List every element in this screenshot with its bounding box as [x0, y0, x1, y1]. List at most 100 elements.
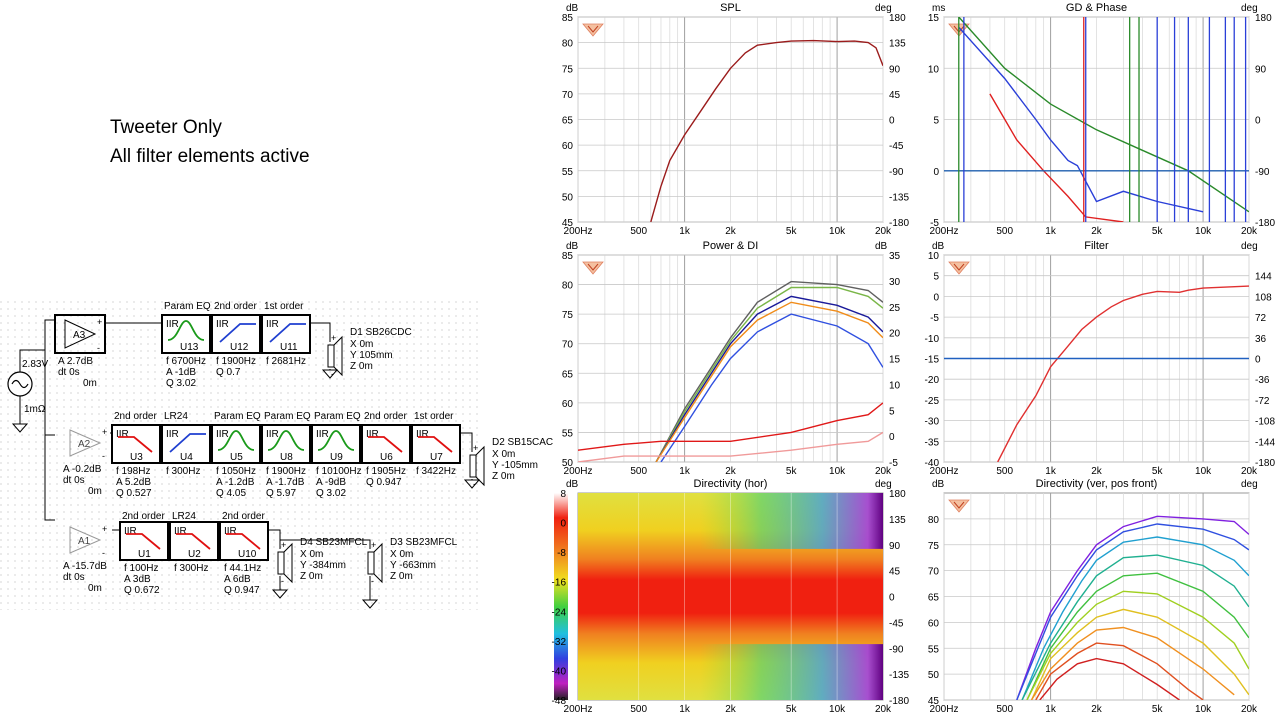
- y-tick-label: 0: [933, 167, 939, 178]
- x-tick-label: 10k: [1195, 466, 1212, 477]
- series-line-1: [1016, 523, 1249, 700]
- svg-text:2nd order: 2nd order: [222, 511, 265, 522]
- lp-curve-icon: [126, 533, 161, 550]
- svg-text:-: -: [102, 548, 105, 558]
- right-unit: deg: [875, 479, 892, 490]
- svg-text:Q 0.947: Q 0.947: [224, 585, 260, 596]
- y2-tick-label: 144: [1255, 272, 1272, 283]
- source-impedance: 1mΩ: [24, 404, 46, 415]
- y-tick-label: 5: [933, 272, 939, 283]
- y-tick-label: 70: [562, 340, 574, 351]
- svg-text:U4: U4: [180, 452, 193, 463]
- y-tick-label: 80: [562, 281, 574, 292]
- y2-tick-label: 30: [889, 277, 901, 288]
- left-unit: dB: [566, 241, 579, 252]
- svg-text:2nd order: 2nd order: [364, 411, 407, 422]
- x-tick-label: 200Hz: [564, 466, 593, 477]
- chart-dir-hor: Directivity (hor) dB deg 200Hz 500 1k 2k 5k 10k 2…: [552, 478, 910, 715]
- y2-tick-label: 10: [889, 380, 901, 391]
- right-unit: deg: [1241, 3, 1258, 14]
- filter-block-u4[interactable]: LR24 IIR U4 f 300Hz: [161, 411, 211, 477]
- series-line-0: [1016, 515, 1249, 700]
- svg-text:f 2681Hz: f 2681Hz: [266, 356, 306, 367]
- svg-text:-: -: [331, 369, 334, 379]
- colorbar-tick: 0: [560, 519, 566, 530]
- y-tick-label: 85: [562, 251, 574, 262]
- svg-text:A 3dB: A 3dB: [124, 574, 151, 585]
- series-line-1: [655, 286, 883, 462]
- x-tick-label: 20k: [875, 226, 892, 237]
- svg-text:IIR: IIR: [174, 526, 187, 537]
- svg-text:U11: U11: [280, 342, 298, 353]
- svg-text:U9: U9: [330, 452, 343, 463]
- svg-text:-: -: [281, 576, 284, 586]
- y2-tick-label: -45: [889, 618, 904, 629]
- svg-text:f 44.1Hz: f 44.1Hz: [224, 563, 261, 574]
- filter-block-u11[interactable]: 1st order IIR U11 f 2681Hz: [261, 301, 311, 367]
- svg-text:2nd order: 2nd order: [214, 301, 257, 312]
- y-tick-label: 80: [928, 515, 940, 526]
- x-tick-label: 2k: [1091, 704, 1103, 715]
- vituixcad-logo-icon: [582, 261, 604, 275]
- x-tick-label: 500: [996, 466, 1013, 477]
- filter-block-u7[interactable]: 1st order IIR U7 f 3422Hz: [411, 411, 461, 477]
- y2-tick-label: 5: [889, 406, 895, 417]
- speaker-icon: [475, 445, 485, 487]
- y2-tick-label: -36: [1255, 375, 1270, 386]
- svg-text:A -1.2dB: A -1.2dB: [216, 477, 255, 488]
- y-tick-label: 5: [933, 116, 939, 127]
- y-tick-label: 45: [562, 218, 574, 229]
- svg-text:dt 0s: dt 0s: [63, 475, 85, 486]
- svg-text:U10: U10: [238, 549, 257, 560]
- svg-text:-: -: [473, 479, 476, 489]
- x-tick-label: 10k: [829, 226, 846, 237]
- svg-text:IIR: IIR: [266, 319, 279, 330]
- y-tick-label: 50: [928, 670, 940, 681]
- svg-text:A -15.7dB: A -15.7dB: [63, 561, 107, 572]
- y-tick-label: -15: [925, 355, 940, 366]
- chart-gd: GD & Phase ms deg 200Hz 500 1k 2k 5k 10k 20k -5 0 5 1…: [928, 2, 1276, 237]
- svg-text:Q 0.7: Q 0.7: [216, 367, 241, 378]
- right-unit: dB: [875, 241, 888, 252]
- y-tick-label: 75: [562, 310, 574, 321]
- y2-tick-label: -144: [1255, 437, 1275, 448]
- svg-text:Y 105mm: Y 105mm: [350, 350, 393, 361]
- left-unit: dB: [566, 3, 579, 14]
- series-line-2: [1021, 536, 1249, 700]
- y2-tick-label: -108: [1255, 417, 1275, 428]
- y-tick-label: 15: [928, 13, 940, 24]
- svg-text:Z 0m: Z 0m: [492, 471, 515, 482]
- svg-text:X 0m: X 0m: [492, 449, 515, 460]
- y-tick-label: 50: [562, 192, 574, 203]
- chart-title: GD & Phase: [1066, 2, 1127, 14]
- x-tick-label: 1k: [1045, 226, 1057, 237]
- y-tick-label: 55: [562, 167, 574, 178]
- note-line-1: Tweeter Only: [110, 117, 222, 138]
- svg-text:2nd order: 2nd order: [114, 411, 157, 422]
- vituixcad-logo-icon: [948, 23, 970, 37]
- series-line-0: [958, 17, 1249, 213]
- y-tick-label: 10: [928, 64, 940, 75]
- svg-text:f 198Hz: f 198Hz: [116, 466, 150, 477]
- y2-tick-label: 20: [889, 329, 901, 340]
- y-tick-label: 70: [928, 567, 940, 578]
- filter-block-u2[interactable]: LR24 IIR U2 f 300Hz: [169, 511, 219, 574]
- y-tick-label: 50: [562, 458, 574, 469]
- y2-tick-label: -72: [1255, 396, 1270, 407]
